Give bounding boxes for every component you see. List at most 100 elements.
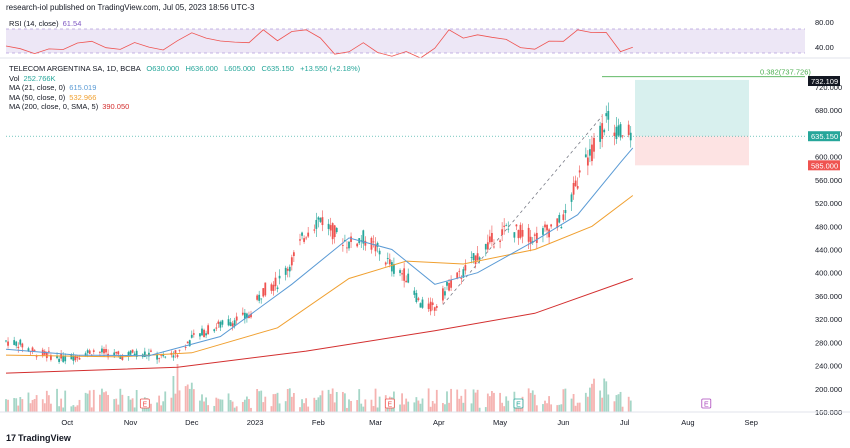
candle-body: [278, 275, 281, 279]
candle-body: [589, 149, 591, 156]
tradingview-logo[interactable]: 17 TradingView: [6, 433, 71, 443]
volume-bar: [150, 403, 152, 412]
candle-body: [15, 341, 18, 346]
candle-body: [390, 262, 393, 272]
open-value: O630.000: [146, 64, 180, 73]
candle-body: [584, 154, 587, 158]
candle-body: [574, 180, 577, 187]
volume-bar: [484, 407, 487, 412]
rsi-legend[interactable]: RSI (14, close) 61.54: [9, 19, 81, 28]
candle-body: [250, 313, 252, 318]
volume-bar: [105, 391, 107, 412]
volume-bar: [435, 389, 438, 412]
candle-body: [615, 126, 618, 140]
volume-bar: [572, 394, 575, 412]
ma50-line[interactable]: [5, 195, 634, 358]
volume-bar: [584, 392, 587, 412]
ma200-line[interactable]: [5, 278, 633, 374]
earnings-marker[interactable]: E: [513, 398, 524, 409]
candle-body: [262, 288, 265, 297]
candle-body: [117, 351, 120, 355]
volume-bar: [31, 399, 34, 412]
candle-body: [307, 232, 310, 237]
rsi-line[interactable]: [5, 29, 633, 59]
candle-body: [62, 356, 65, 362]
volume-bar: [201, 394, 203, 412]
candle-body: [72, 356, 75, 361]
candles[interactable]: [5, 102, 632, 365]
candle-body: [401, 273, 403, 275]
target-zone[interactable]: [635, 79, 749, 137]
trend-line[interactable]: [442, 115, 603, 305]
volume-bar: [217, 398, 220, 412]
volume-bar: [346, 407, 348, 412]
low-value: L605.000: [224, 64, 256, 73]
symbol-row[interactable]: TELECOM ARGENTINA SA, 1D, BCBA O630.000 …: [9, 64, 360, 74]
candle-body: [113, 352, 116, 356]
candle-body: [256, 295, 259, 300]
volume-bar: [562, 389, 565, 412]
volume-bar: [419, 403, 422, 412]
candle-body: [527, 227, 530, 242]
volume-bar: [548, 396, 550, 412]
volume-bar: [5, 399, 7, 412]
candle-body: [493, 246, 495, 248]
ma50-row[interactable]: MA (50, close, 0) 532.966: [9, 93, 360, 103]
volume-bar: [278, 403, 281, 412]
ma21-row[interactable]: MA (21, close, 0) 615.019: [9, 83, 360, 93]
volume-bar: [564, 388, 567, 412]
volume-bar: [335, 392, 338, 412]
candle-body: [560, 226, 563, 229]
ma200-row[interactable]: MA (200, close, 0, SMA, 5) 390.050: [9, 102, 360, 112]
stop-zone[interactable]: [635, 136, 749, 166]
volume-bar: [41, 399, 44, 412]
candle-body: [513, 232, 516, 238]
candle-body: [374, 244, 377, 252]
volume-bar: [356, 400, 359, 412]
volume-bar: [350, 400, 352, 412]
volume-bar: [421, 398, 424, 412]
main-legend[interactable]: TELECOM ARGENTINA SA, 1D, BCBA O630.000 …: [9, 64, 360, 112]
volume-bar: [615, 395, 618, 412]
volume-bar: [264, 396, 267, 412]
candle-body: [258, 294, 261, 301]
candle-body: [103, 349, 105, 354]
volume-bar: [327, 389, 330, 412]
time-axis[interactable]: Oct Nov Dec 2023 Feb Mar Apr May Jun Jul Aug Sep: [61, 418, 757, 427]
volume-bar: [288, 388, 291, 412]
candle-body: [162, 353, 165, 357]
volume-bar: [527, 388, 530, 412]
volume-bar: [141, 407, 144, 412]
volume-bar: [546, 403, 548, 412]
volume-bar: [601, 397, 604, 412]
candle-body: [491, 232, 493, 242]
volume-bar: [243, 399, 246, 412]
candle-body: [19, 339, 22, 345]
volume-bar: [515, 404, 518, 412]
ma21-label: MA (21, close, 0): [9, 83, 66, 93]
vol-row[interactable]: Vol 252.766K: [9, 74, 360, 84]
candle-body: [470, 257, 473, 258]
candle-body: [17, 346, 20, 349]
candle-body: [199, 333, 201, 337]
candle-body: [205, 333, 207, 336]
candle-body: [544, 224, 546, 228]
volume-bar: [519, 407, 522, 412]
earnings-marker[interactable]: E: [384, 398, 395, 409]
volume-bar: [315, 399, 318, 412]
volume-bar: [542, 404, 544, 412]
volume-bar: [129, 399, 132, 412]
candle-body: [458, 270, 461, 272]
earnings-marker[interactable]: E: [701, 398, 712, 409]
volume-bar: [219, 399, 222, 412]
ma21-line[interactable]: [5, 147, 634, 357]
candle-body: [201, 328, 203, 336]
candle-body: [92, 350, 95, 352]
volume-bar: [444, 404, 446, 412]
earnings-marker[interactable]: E: [139, 398, 150, 409]
volume-bar: [70, 406, 73, 412]
volume-bar: [174, 393, 177, 412]
volume-bar: [431, 401, 434, 412]
